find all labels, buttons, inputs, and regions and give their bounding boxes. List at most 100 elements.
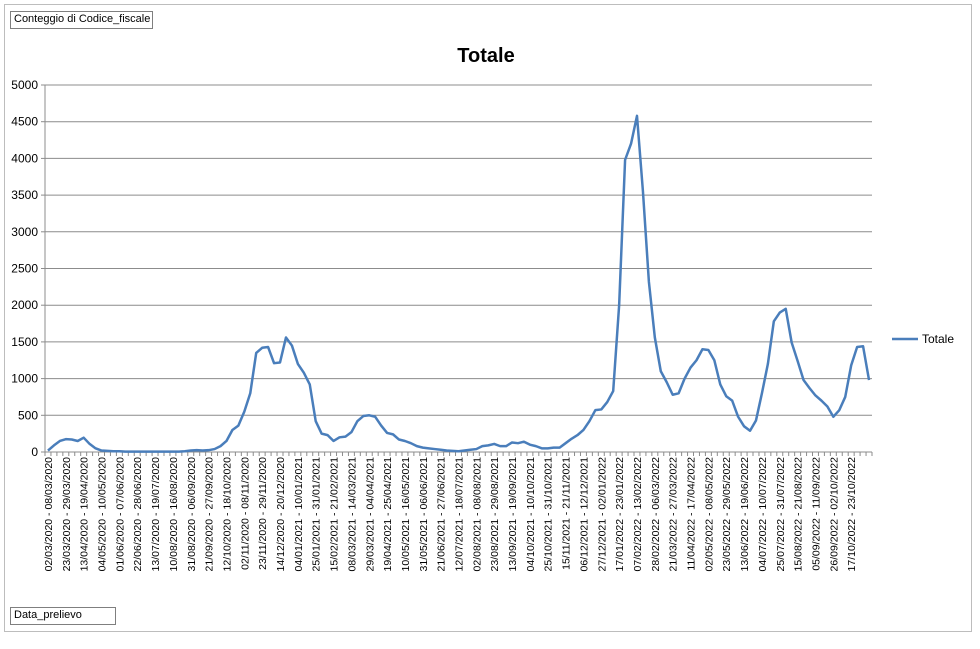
data-point (285, 336, 287, 338)
x-tick-label: 04/05/2020 - 10/05/2020 (97, 457, 109, 572)
x-tick-label: 21/03/2022 - 27/03/2022 (668, 457, 680, 572)
x-tick-label: 04/07/2022 - 10/07/2022 (757, 457, 769, 572)
x-tick-label: 22/06/2020 - 28/06/2020 (132, 457, 144, 572)
data-point (606, 401, 608, 403)
data-point (648, 281, 650, 283)
data-point (130, 450, 132, 452)
data-point (552, 446, 554, 448)
data-point (743, 425, 745, 427)
data-point (576, 434, 578, 436)
data-point (612, 390, 614, 392)
data-point (439, 449, 441, 451)
data-point (59, 440, 61, 442)
x-tick-label: 25/01/2021 - 31/01/2021 (311, 457, 323, 572)
x-tick-label: 15/02/2021 - 21/02/2021 (329, 457, 341, 572)
x-tick-label: 13/07/2020 - 19/07/2020 (150, 457, 162, 572)
data-point (707, 349, 709, 351)
data-point (196, 449, 198, 451)
data-point (856, 346, 858, 348)
data-point (404, 440, 406, 442)
data-point (683, 377, 685, 379)
data-point (671, 394, 673, 396)
y-tick-label: 500 (18, 408, 38, 422)
y-tick-label: 4000 (11, 151, 38, 165)
data-point (761, 392, 763, 394)
value-field-button[interactable]: Conteggio di Codice_fiscale (10, 11, 153, 29)
y-tick-label: 3000 (11, 225, 38, 239)
data-point (94, 447, 96, 449)
data-point (850, 364, 852, 366)
data-point (660, 370, 662, 372)
data-point (148, 450, 150, 452)
data-point (677, 392, 679, 394)
data-point (790, 341, 792, 343)
data-point (773, 320, 775, 322)
data-point (350, 431, 352, 433)
data-point (356, 420, 358, 422)
x-tick-label: 28/02/2022 - 06/03/2022 (650, 457, 662, 572)
data-point (737, 416, 739, 418)
x-tick-label: 11/04/2022 - 17/04/2022 (686, 457, 698, 571)
data-point (112, 450, 114, 452)
data-point (689, 366, 691, 368)
data-point (445, 449, 447, 451)
row-field-button[interactable]: Data_prelievo (10, 607, 116, 625)
data-point (416, 445, 418, 447)
data-point (499, 445, 501, 447)
data-point (422, 446, 424, 448)
data-point (267, 346, 269, 348)
legend[interactable]: Totale (892, 332, 954, 346)
x-tick-label: 14/12/2020 - 20/12/2020 (275, 457, 287, 572)
x-tick-label: 08/03/2021 - 14/03/2021 (346, 457, 358, 572)
x-tick-label: 02/05/2022 - 08/05/2022 (703, 457, 715, 572)
data-point (297, 363, 299, 365)
data-point (695, 359, 697, 361)
x-tick-label: 02/03/2020 - 08/03/2020 (43, 457, 55, 572)
x-tick-label: 10/08/2020 - 16/08/2020 (168, 457, 180, 572)
data-point (808, 387, 810, 389)
data-point (261, 347, 263, 349)
y-tick-label: 4500 (11, 115, 38, 129)
data-point (636, 115, 638, 117)
data-point (564, 442, 566, 444)
x-tick-label: 21/09/2020 - 27/09/2020 (204, 457, 216, 572)
x-tick-label: 17/01/2022 - 23/01/2022 (614, 457, 626, 572)
x-tick-label: 23/03/2020 - 29/03/2020 (61, 457, 73, 572)
data-point (618, 304, 620, 306)
data-point (826, 405, 828, 407)
data-point (65, 438, 67, 440)
data-point (154, 450, 156, 452)
chart-title: Totale (457, 45, 514, 67)
y-tick-label: 1500 (11, 335, 38, 349)
data-point (398, 438, 400, 440)
data-point (100, 449, 102, 451)
data-point (178, 450, 180, 452)
x-tick-label: 06/12/2021 - 12/12/2021 (578, 457, 590, 572)
data-point (434, 448, 436, 450)
data-point (541, 447, 543, 449)
data-point (642, 190, 644, 192)
data-point (118, 450, 120, 452)
data-point (190, 449, 192, 451)
data-point (838, 409, 840, 411)
data-point (332, 440, 334, 442)
x-tick-label: 05/09/2022 - 11/09/2022 (810, 457, 822, 571)
data-point (53, 444, 55, 446)
data-point (767, 363, 769, 365)
x-tick-label: 15/11/2021 - 21/11/2021 (561, 457, 573, 570)
y-tick-label: 1000 (11, 372, 38, 386)
y-tick-label: 2500 (11, 262, 38, 276)
data-point (868, 379, 870, 381)
x-tick-label: 23/11/2020 - 29/11/2020 (257, 457, 269, 570)
data-point (291, 344, 293, 346)
data-point (582, 429, 584, 431)
data-point (511, 441, 513, 443)
data-point (588, 420, 590, 422)
data-point (231, 429, 233, 431)
data-point (71, 438, 73, 440)
x-tick-label: 07/02/2022 - 13/02/2022 (632, 457, 644, 572)
data-point (862, 345, 864, 347)
x-tick-label: 17/10/2022 - 23/10/2022 (846, 457, 858, 572)
x-tick-label: 12/10/2020 - 18/10/2020 (221, 457, 233, 572)
data-point (487, 444, 489, 446)
